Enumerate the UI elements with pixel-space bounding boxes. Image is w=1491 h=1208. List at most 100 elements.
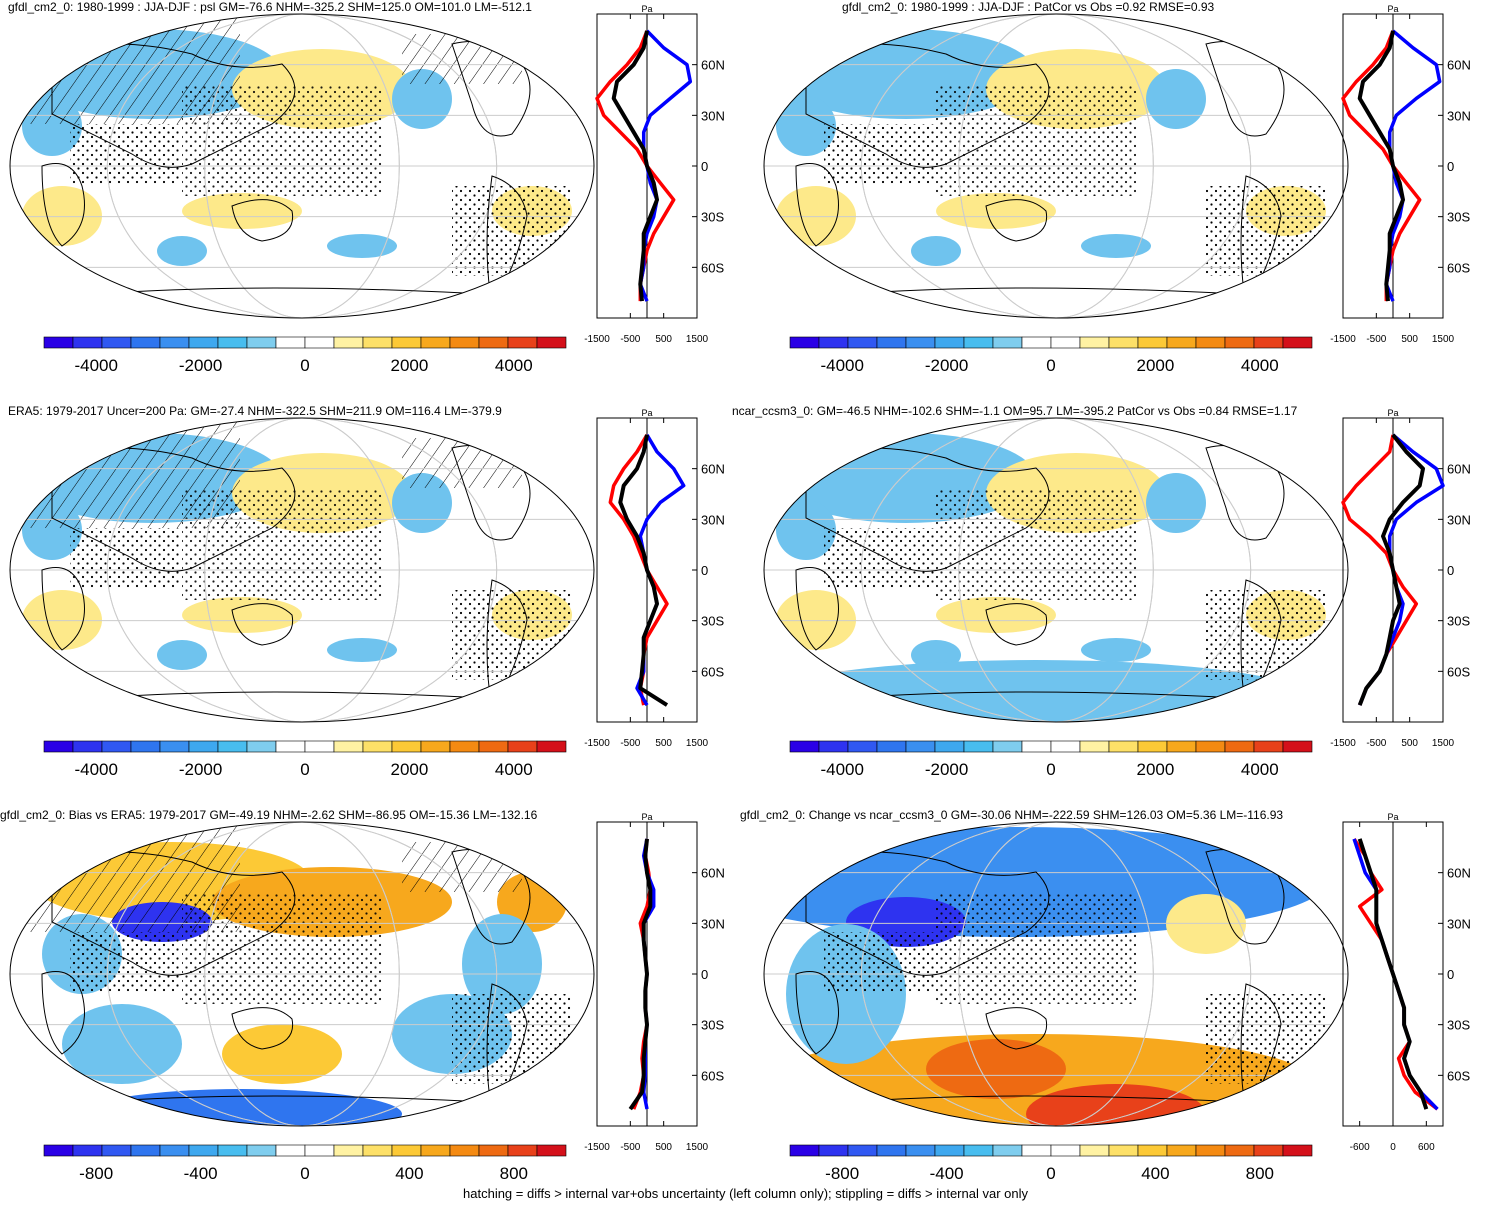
coastline [985,1007,1048,1050]
colorbar-swatch [876,1144,907,1157]
profile-xtick-label: 1500 [1432,738,1455,749]
graticule-lon [106,822,498,1126]
coastline [795,971,839,1055]
colorbar-swatch [1108,336,1139,349]
profile-series-ncar-ccsm3-0 [1357,838,1429,1110]
colorbar-swatch [275,740,306,753]
map-anomaly-region [22,590,102,650]
colorbar-tick-label: 4000 [1241,356,1279,375]
colorbar-swatch [818,740,849,753]
map-hatching [10,418,240,528]
colorbar-swatch [876,740,907,753]
profile-xtick-label: 500 [655,334,672,345]
coastline [41,971,85,1055]
colorbar-swatch [992,1144,1023,1157]
profile-xtick-label: -500 [620,334,640,345]
profile-series-gfdl-cm2-0 [1358,433,1445,706]
colorbar-tick-label: -400 [184,1164,218,1183]
map-stippling [824,124,934,184]
colorbar-swatch [1195,740,1226,753]
profile-series-ERA5 [1341,30,1422,302]
map-stippling [1206,186,1326,276]
profile-xtick-label: -500 [620,738,640,749]
graticule-lon [860,822,1252,1126]
panel-p3: ERA5: 1979-2017 Uncer=200 Pa: GM=-27.4 N… [0,404,745,804]
graticule-lon [106,418,498,722]
profile-xtick-label: -1500 [1330,738,1356,749]
map-border [9,821,595,1127]
profile-lat-label: 0 [701,563,708,578]
map-anomaly-region [1146,69,1206,129]
panel-p2: gfdl_cm2_0: 1980-1999 : JJA-DJF : PatCor… [746,0,1491,400]
colorbar-swatch [420,1144,451,1157]
profile-xtick-label: 500 [1401,334,1418,345]
profile-lat-label: 60S [701,664,724,679]
colorbar-swatch [1282,336,1313,349]
map-anomaly-region [776,96,836,156]
colorbar-swatch [1282,1144,1313,1157]
map-border [9,417,595,723]
profile-lat-label: 30S [1447,210,1470,225]
colorbar-swatch [43,740,74,753]
profile-series-ERA5 [595,30,676,302]
profile-series-gfdl-cm2-0 [1352,838,1439,1111]
colorbar-swatch [159,336,190,349]
colorbar-tick-label: 2000 [390,356,428,375]
colorbar-swatch [1050,1144,1081,1157]
profile-xtick-label: 600 [1418,1142,1435,1153]
map-anomaly-region [936,193,1056,229]
coastline [231,199,294,242]
colorbar-swatch [246,1144,277,1157]
colorbar-swatch [478,336,509,349]
map-stippling [1206,590,1326,680]
colorbar-swatch [934,1144,965,1157]
profile-lat-label: 60S [701,1068,724,1083]
profile-xtick-label: -1500 [584,738,610,749]
profile-xtick-label: -1500 [584,334,610,345]
colorbar-swatch [1224,1144,1255,1157]
profile-lat-label: 60N [701,866,725,881]
profile-lat-label: 0 [1447,159,1454,174]
panel-p1: gfdl_cm2_0: 1980-1999 : JJA-DJF : psl GM… [0,0,745,400]
chart-svg: -4000 -2000 0 2000 4000 Pa -1500 -500 500 1500 60N… [763,4,1471,375]
colorbar-tick-label: 0 [1046,1164,1055,1183]
colorbar-swatch [217,740,248,753]
profile-lat-label: 60S [1447,1068,1470,1083]
map-border [763,13,1349,319]
colorbar-swatch [1282,740,1313,753]
graticule-lon [958,822,1154,1126]
profile-lat-label: 60N [1447,58,1471,73]
coastline [41,163,85,247]
panel-title: ERA5: 1979-2017 Uncer=200 Pa: GM=-27.4 N… [8,404,502,418]
map-stippling [452,590,572,680]
map-stippling [1206,994,1326,1084]
colorbar-swatch [1079,336,1110,349]
map-anomaly-region [1081,638,1151,662]
map-hatching [10,14,240,124]
profile-lat-label: 30N [701,916,725,931]
colorbar-swatch [934,740,965,753]
colorbar-swatch [130,1144,161,1157]
map-field [10,14,594,318]
coastline [51,851,296,976]
profile-xtick-label: -1500 [1330,334,1356,345]
colorbar-tick-label: 2000 [1136,356,1174,375]
map-anomaly-region [62,1004,182,1084]
profile-xtick-label: 500 [655,738,672,749]
profile-lat-label: 0 [701,159,708,174]
panel-title: gfdl_cm2_0: 1980-1999 : JJA-DJF : psl GM… [8,0,532,14]
map-field [10,418,594,722]
colorbar-swatch [72,1144,103,1157]
profile-units: Pa [1387,408,1398,418]
map-anomaly-region [22,186,102,246]
coastline [805,851,1050,976]
colorbar-swatch [1166,336,1197,349]
colorbar-swatch [43,336,74,349]
colorbar-swatch [188,1144,219,1157]
profile-xtick-label: 1500 [1432,334,1455,345]
colorbar-tick-label: -400 [930,1164,964,1183]
colorbar-swatch [905,1144,936,1157]
map-anomaly-region [327,638,397,662]
colorbar-swatch [963,336,994,349]
footnote: hatching = diffs > internal var+obs unce… [463,1186,1028,1201]
